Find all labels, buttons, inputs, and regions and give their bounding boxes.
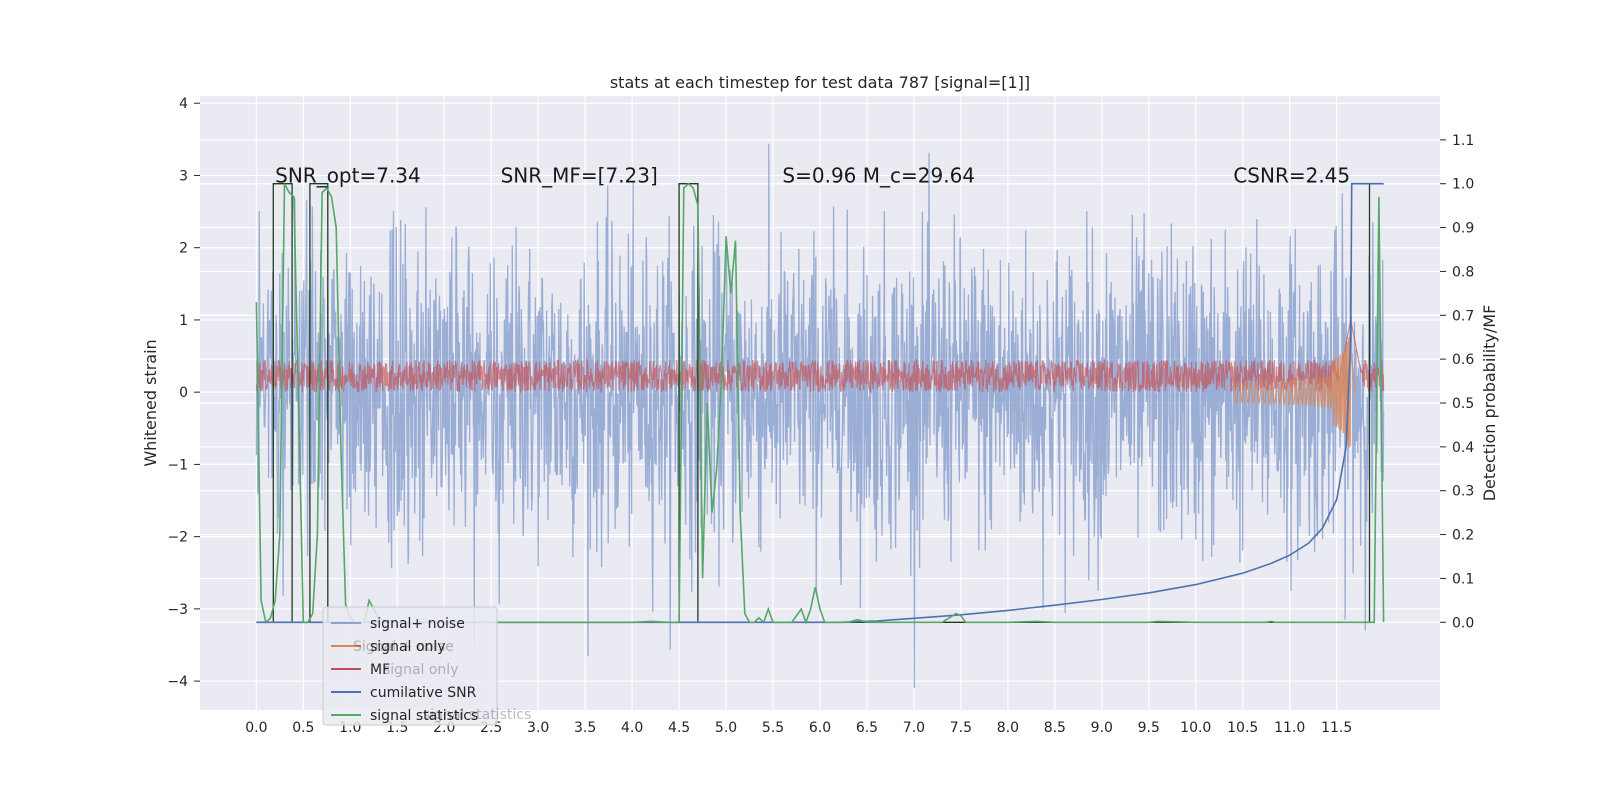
y-tick-label: −1 [167,457,188,473]
annotation-csnr: CSNR=2.45 [1233,163,1350,187]
y-tick-label: 3 [179,168,188,184]
legend-label: cumilative SNR [370,685,477,701]
y-right-tick-label: 0.2 [1452,528,1474,544]
x-tick-label: 0.5 [292,720,314,736]
line-cumilative-snr [256,182,1384,624]
annotation-snr-mf: SNR_MF=[7.23] [501,163,658,187]
signal-noise-line [255,143,1385,689]
series-signal-only [1232,335,1357,448]
x-tick-label: 11.0 [1274,720,1305,736]
chart-title: stats at each timestep for test data 787… [610,73,1030,92]
y-right-tick-label: 0.0 [1452,615,1474,631]
annotation-snr-opt: SNR_opt=7.34 [275,163,421,187]
y-tick-label: 2 [179,241,188,257]
x-tick-label: 4.0 [621,720,643,736]
x-tick-label: 8.0 [997,720,1019,736]
y-right-tick-label: 0.8 [1452,264,1474,280]
line-detection-steps [256,183,1384,623]
y-right-tick-label: 1.0 [1452,177,1474,193]
y-tick-label: −3 [167,602,188,618]
x-tick-label: 3.5 [574,720,596,736]
y-right-tick-label: 0.5 [1452,396,1474,412]
y-right-tick-label: 1.1 [1452,133,1474,149]
series-right-axis [255,182,1385,625]
axis-ticks: 0.0 0.5 1.0 1.5 2.0 2.5 3.0 3.5 4.0 4.5 5.0 5.5 6.0 6… [167,96,1474,736]
x-tick-label: 4.5 [668,720,690,736]
y-tick-label: −4 [167,674,188,690]
mf-line [255,319,1385,394]
x-tick-label: 7.0 [903,720,925,736]
annotation-s-mc: S=0.96 M_c=29.64 [782,163,975,187]
x-tick-label: 0.0 [245,720,267,736]
y-right-tick-label: 0.1 [1452,571,1474,587]
legend-label: signal statistics [370,708,478,724]
y-tick-label: 0 [179,385,188,401]
x-tick-label: 9.5 [1138,720,1160,736]
series-signal-noise [255,143,1385,689]
y-right-tick-label: 0.9 [1452,221,1474,237]
x-tick-label: 8.5 [1044,720,1066,736]
y-tick-label: −2 [167,530,188,546]
series-mf [255,319,1385,394]
legend-label: signal only [370,639,445,655]
y-axis-label: Whitened strain [141,339,160,466]
annotations: SNR_opt=7.34 SNR_MF=[7.23] S=0.96 M_c=29.6… [275,163,1350,187]
y-right-tick-label: 0.7 [1452,308,1474,324]
x-tick-label: 6.0 [809,720,831,736]
x-tick-label: 11.5 [1321,720,1352,736]
x-tick-label: 5.5 [762,720,784,736]
x-tick-label: 10.5 [1227,720,1258,736]
legend-overlap-label: signal statistics [423,707,531,723]
x-tick-label: 3.0 [527,720,549,736]
legend-box [322,606,498,726]
x-tick-label: 6.5 [856,720,878,736]
y-right-tick-label: 0.3 [1452,484,1474,500]
legend-overlap-label: Signal + noise [353,639,454,655]
y-right-tick-label: 0.6 [1452,352,1474,368]
legend-label: MF [370,662,390,678]
legend-label: signal+ noise [370,616,465,632]
y-right-tick-label: 0.4 [1452,440,1474,456]
x-tick-label: 7.5 [950,720,972,736]
legend-overlap-label: signal only [383,662,458,678]
y-axis-label-right: Detection probability/MF [1480,305,1499,502]
signal-only-line [1232,335,1357,448]
x-tick-label: 10.0 [1180,720,1211,736]
y-tick-label: 4 [179,96,188,112]
line-signal-statistics [255,182,1385,625]
x-tick-label: 5.0 [715,720,737,736]
y-tick-label: 1 [179,313,188,329]
x-tick-label: 9.0 [1091,720,1113,736]
